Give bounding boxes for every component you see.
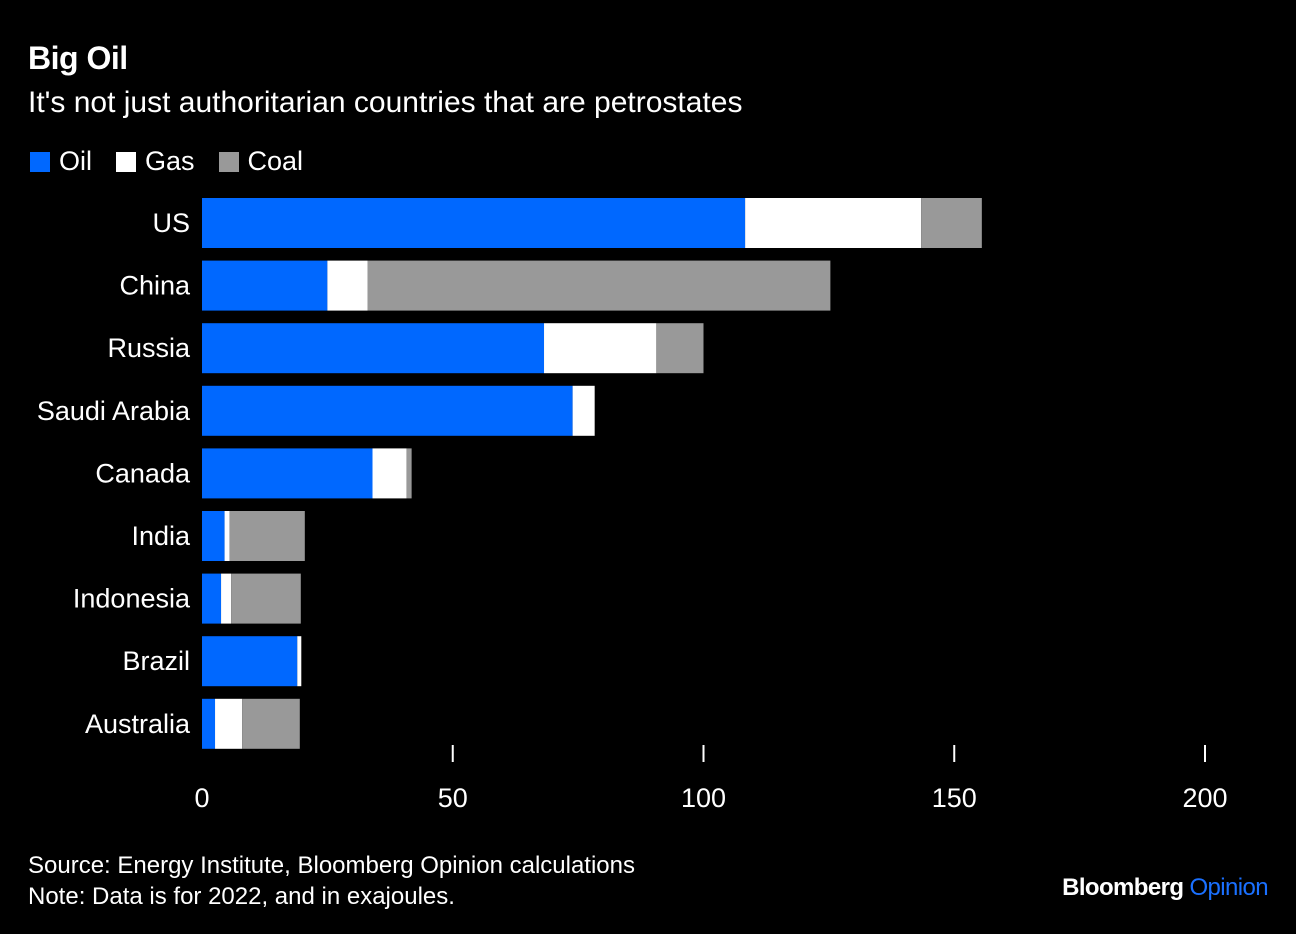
bar-india-coal [229, 511, 305, 561]
tick-label-100: 100 [681, 783, 726, 813]
legend-label-oil: Oil [59, 146, 92, 176]
bar-russia-coal [656, 323, 704, 374]
bar-canada-gas [372, 448, 407, 499]
bar-canada-oil [202, 448, 373, 499]
data-note: Note: Data is for 2022, and in exajoules… [28, 883, 455, 910]
legend-item-oil: Oil [30, 146, 92, 177]
brand-section: Opinion [1189, 874, 1268, 901]
bar-russia-oil [202, 323, 545, 374]
bars-group [202, 198, 982, 749]
tick-label-200: 200 [1182, 783, 1227, 813]
tick-label-0: 0 [194, 783, 209, 813]
x-axis-ticks: 0 50 100 150 200 [194, 745, 1228, 813]
bar-brazil-gas [297, 636, 302, 687]
bar-australia-oil [202, 698, 216, 749]
chart-title: Big Oil [28, 40, 128, 76]
bar-russia-gas [544, 323, 657, 374]
bar-india-gas [224, 511, 230, 561]
category-label-russia: Russia [107, 333, 191, 363]
legend-swatch-gas [116, 151, 136, 172]
tick-label-50: 50 [438, 783, 468, 813]
category-label-brazil: Brazil [122, 646, 190, 676]
bar-canada-coal [406, 448, 412, 499]
bloomberg-opinion-logo: Bloomberg Opinion [1062, 874, 1268, 902]
tick-label-150: 150 [932, 783, 977, 813]
category-labels: US China Russia Saudi Arabia Canada India Indo… [37, 208, 191, 739]
legend-item-gas: Gas [116, 146, 195, 177]
bar-brazil-oil [202, 636, 298, 687]
source-note: Source: Energy Institute, Bloomberg Opin… [28, 852, 635, 879]
chart-subtitle: It's not just authoritarian countries th… [28, 86, 743, 119]
legend-item-coal: Coal [218, 146, 304, 177]
category-label-china: China [119, 271, 191, 301]
bar-australia-gas [215, 698, 243, 749]
bar-china-gas [327, 260, 368, 311]
bar-indonesia-coal [231, 573, 301, 624]
category-label-canada: Canada [95, 458, 191, 488]
legend-swatch-oil [30, 151, 50, 172]
bar-us-oil [202, 198, 746, 248]
brand-name: Bloomberg [1062, 874, 1184, 901]
bar-saudi-arabia-gas [572, 385, 595, 436]
category-label-indonesia: Indonesia [73, 584, 191, 614]
category-label-india: India [131, 521, 191, 551]
legend-label-coal: Coal [247, 146, 304, 176]
category-label-us: US [152, 208, 190, 238]
bar-indonesia-oil [202, 573, 222, 624]
bar-china-oil [202, 260, 328, 311]
category-label-saudi-arabia: Saudi Arabia [37, 396, 191, 426]
legend: Oil Gas Coal [30, 146, 327, 177]
legend-swatch-coal [218, 151, 239, 172]
legend-label-gas: Gas [145, 146, 195, 176]
bar-us-coal [921, 198, 982, 248]
bar-saudi-arabia-oil [202, 385, 573, 436]
bar-india-oil [202, 511, 225, 561]
bar-china-coal [367, 260, 831, 311]
bar-australia-coal [242, 698, 300, 749]
bar-indonesia-gas [221, 573, 232, 624]
footer: Source: Energy Institute, Bloomberg Opin… [28, 850, 635, 912]
bar-us-gas [745, 198, 922, 248]
category-label-australia: Australia [85, 709, 191, 739]
